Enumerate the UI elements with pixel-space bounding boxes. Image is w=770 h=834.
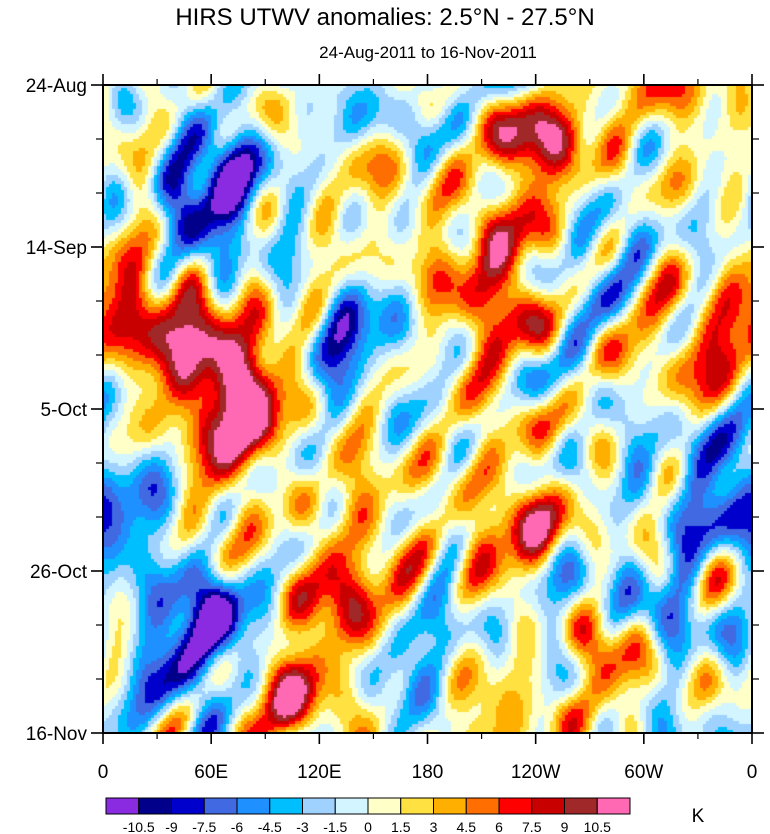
colorbar-label: -7.5 — [192, 819, 216, 834]
x-tick-label: 0 — [747, 762, 758, 783]
colorbar-label: -10.5 — [123, 819, 155, 834]
chart-subtitle: 24-Aug-2011 to 16-Nov-2011 — [319, 43, 537, 62]
anomaly-field — [103, 85, 752, 733]
colorbar-box — [433, 797, 467, 815]
colorbar-label: 9 — [561, 819, 569, 834]
colorbar-label: 0 — [364, 819, 372, 834]
colorbar-label: 3 — [430, 819, 438, 834]
y-tick-label: 14-Sep — [26, 238, 87, 259]
colorbar: -10.5 -9 -7.5 -6 -4.5 -3 -1.5 0 1.5 3 4.5 6 7.5 9 10.5 — [105, 797, 631, 834]
colorbar-box — [105, 797, 140, 815]
colorbar-box — [138, 797, 172, 815]
colorbar-label: -6 — [231, 819, 244, 834]
colorbar-box — [400, 797, 434, 815]
y-tick-label: 26-Oct — [30, 562, 88, 583]
colorbar-unit: K — [692, 806, 705, 827]
colorbar-box — [564, 797, 598, 815]
colorbar-label: -3 — [296, 819, 309, 834]
colorbar-label: -4.5 — [258, 819, 282, 834]
colorbar-label: 6 — [495, 819, 503, 834]
x-tick-label: 0 — [98, 762, 109, 783]
y-tick-label: 24-Aug — [26, 76, 87, 97]
chart-title: HIRS UTWV anomalies: 2.5°N - 27.5°N — [175, 4, 594, 31]
colorbar-box — [367, 797, 402, 815]
colorbar-label: 1.5 — [391, 819, 411, 834]
colorbar-box — [171, 797, 205, 815]
axes: 0 60E 120E 180 120W 60W 0 24-Aug 14-Sep 5-Oct 26-O… — [26, 74, 764, 783]
x-tick-label: 180 — [412, 762, 444, 783]
x-tick-label: 120E — [297, 762, 341, 783]
colorbar-box — [596, 797, 631, 815]
x-tick-label: 60E — [194, 762, 228, 783]
colorbar-label: 10.5 — [584, 819, 611, 834]
x-tick-label: 120W — [511, 762, 561, 783]
colorbar-label: 7.5 — [522, 819, 542, 834]
y-tick-label: 5-Oct — [41, 400, 88, 421]
colorbar-box — [334, 797, 369, 815]
colorbar-box — [203, 797, 238, 815]
x-tick-label: 60W — [624, 762, 663, 783]
colorbar-box — [269, 797, 303, 815]
colorbar-box — [465, 797, 500, 815]
colorbar-label: -9 — [165, 819, 178, 834]
colorbar-box — [531, 797, 565, 815]
anomaly-raster — [103, 85, 752, 733]
colorbar-box — [236, 797, 271, 815]
colorbar-label: -1.5 — [323, 819, 347, 834]
colorbar-box — [302, 797, 336, 815]
colorbar-label: 4.5 — [457, 819, 477, 834]
colorbar-box — [498, 797, 533, 815]
y-tick-label: 16-Nov — [26, 724, 88, 745]
